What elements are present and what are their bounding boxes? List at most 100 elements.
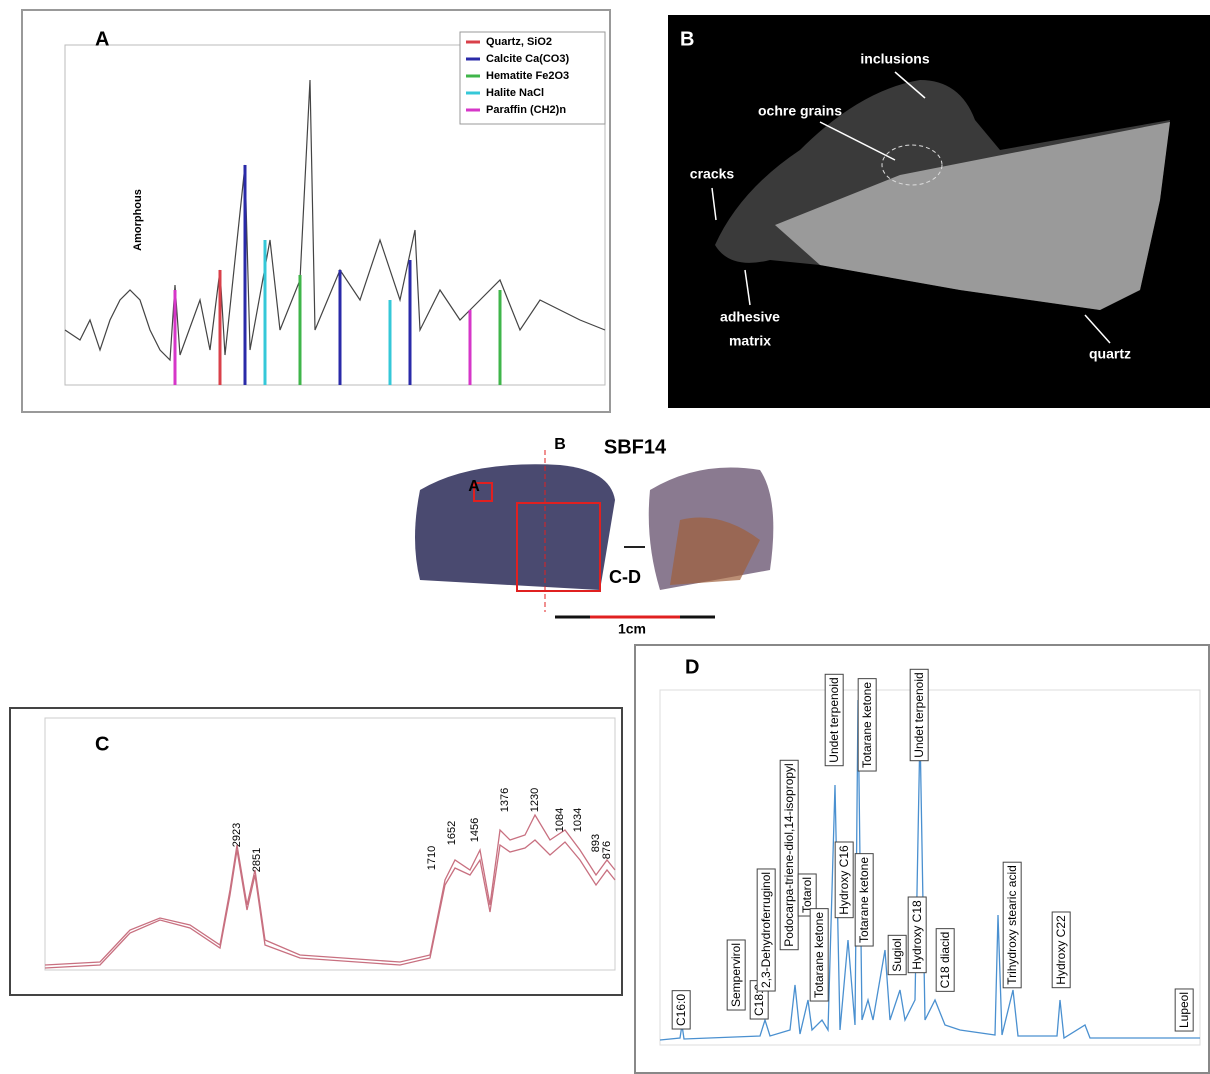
peak-label: 1710 <box>426 846 438 870</box>
label-frame <box>671 990 691 1030</box>
label-frame <box>1002 861 1022 989</box>
annotation: ochre grains <box>758 103 842 119</box>
annotation: inclusions <box>860 51 929 67</box>
peak-label: Totarol <box>800 877 814 913</box>
peak-label: 2851 <box>251 848 263 872</box>
ochre <box>670 517 760 585</box>
roi-box <box>473 482 493 502</box>
peak-label: 893 <box>590 834 602 852</box>
panel-label: A <box>95 28 109 50</box>
peak-label: Hydroxy C16 <box>837 845 851 915</box>
peak-label: 1652 <box>446 821 458 845</box>
peak-label: Undet terpenoid <box>912 672 926 757</box>
pointer <box>894 71 926 99</box>
peak-label: Podocarpa-triene-diol,14-isopropyl <box>782 763 796 946</box>
peak-label: Sugiol <box>890 938 904 971</box>
sample-photo: B SBF14 A C-D 1cm <box>415 436 774 637</box>
peak-label-box: Hydroxy C16 <box>834 841 854 919</box>
label-frame <box>834 841 854 919</box>
label-frame <box>809 908 829 1002</box>
peak-label: 2923 <box>231 823 243 847</box>
peak-label-box: Hydroxy C22 <box>1051 911 1071 989</box>
ochre-outline <box>881 144 943 186</box>
peak-label-box: Totarane ketone <box>809 908 829 1002</box>
plot-area <box>44 717 616 971</box>
xrd-trace <box>64 79 606 362</box>
peak-label: C18 diacid <box>938 932 952 989</box>
peak-label-box: Undet terpenoid <box>824 673 844 767</box>
legend: Quartz, SiO2 Calcite Ca(CO3) Hematite Fe2O… <box>459 31 606 125</box>
label: A <box>468 478 480 495</box>
plot-area <box>64 44 606 386</box>
label-frame <box>1051 911 1071 989</box>
annotation: cracks <box>690 166 735 182</box>
plot-area <box>659 689 1201 1046</box>
peak-label-box: C16:0 <box>671 990 691 1030</box>
panel-a: A Amorphous Quartz, SiO2 Calcite Ca(CO3) H… <box>21 9 611 413</box>
scale-label: 1cm <box>618 621 646 637</box>
peak-label: 1456 <box>469 818 481 842</box>
legend-label: Paraffin (CH2)n <box>486 104 566 116</box>
quartz-grain <box>775 122 1170 310</box>
label-frame <box>909 668 929 762</box>
peak-label: Lupeol <box>1177 992 1191 1028</box>
panel-label: D <box>685 656 699 678</box>
label-frame <box>779 759 799 951</box>
peak-label-box: Undet terpenoid <box>909 668 929 762</box>
peak-label-box: Totarane ketone <box>857 678 877 772</box>
roi-box <box>516 502 601 592</box>
peak-label: C16:0 <box>674 994 688 1026</box>
panel-d: D C16:0 Sempervirol C18:02,3-Dehydroferrug… <box>634 644 1210 1074</box>
peak-label: 2,3-Dehydroferruginol <box>759 872 773 988</box>
label-frame <box>756 868 776 992</box>
peak-label: Sempervirol <box>729 943 743 1007</box>
pointer <box>711 187 717 221</box>
peak-label: 1034 <box>572 808 584 832</box>
pointer <box>819 121 896 161</box>
ftir-trace <box>44 813 616 966</box>
label-frame <box>907 896 927 974</box>
ftir-trace <box>44 839 616 969</box>
peak-label-box: Trihydroxy stearic acid <box>1002 861 1022 989</box>
peak-label: Trihydroxy stearic acid <box>1005 865 1019 985</box>
panel-b: B inclusions ochre grains cracks adhesiv… <box>668 15 1210 408</box>
pointers <box>711 71 1111 344</box>
xrd-peaks <box>173 165 502 385</box>
peak-label: Totarane ketone <box>857 857 871 943</box>
panel-label: C <box>95 733 109 755</box>
peak-labels: C16:0 Sempervirol C18:02,3-Dehydroferrugin… <box>671 668 1194 1032</box>
annotation: matrix <box>729 333 771 349</box>
sample-id: SBF14 <box>604 436 667 458</box>
panel-label: B <box>680 28 694 50</box>
peak-label: 876 <box>601 841 613 859</box>
legend-label: Quartz, SiO2 <box>486 36 552 48</box>
peak-label: Totarane ketone <box>812 912 826 998</box>
peak-label: Undet terpenoid <box>827 677 841 762</box>
legend-label: Calcite Ca(CO3) <box>486 53 569 65</box>
annotation: Amorphous <box>132 189 144 251</box>
label-frame <box>857 678 877 772</box>
peak-label-box: Totarol <box>797 873 817 917</box>
peak-label: Hydroxy C22 <box>1054 915 1068 985</box>
peak-label-box: Totarane ketone <box>854 853 874 947</box>
label-frame <box>935 928 955 992</box>
label-frame <box>726 939 746 1011</box>
pointer <box>1084 314 1111 344</box>
panel-c: C 2923 2851 1710 1652 1456 1376 1230 1084 1034 89… <box>9 707 623 996</box>
peak-label: Totarane ketone <box>860 682 874 768</box>
annotation: quartz <box>1089 346 1131 362</box>
peak-label-box: Lupeol <box>1174 988 1194 1032</box>
label-frame <box>1174 988 1194 1032</box>
legend-box <box>459 31 606 125</box>
legend-label: Halite NaCl <box>486 87 544 99</box>
peak-label: 1376 <box>499 788 511 812</box>
legend-label: Hematite Fe2O3 <box>486 70 569 82</box>
peak-label: C18:0 <box>752 984 766 1016</box>
label: B <box>554 436 566 453</box>
label-frame <box>797 873 817 917</box>
label-frame <box>854 853 874 947</box>
annotation: adhesive <box>720 309 780 325</box>
label-frame <box>824 673 844 767</box>
